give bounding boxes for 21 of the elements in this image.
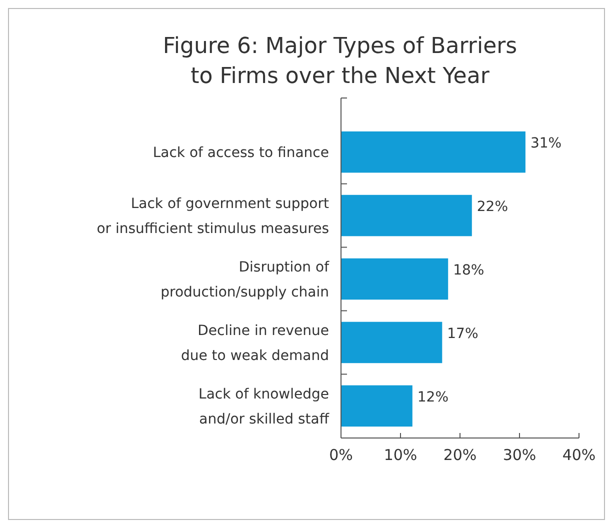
bar	[341, 131, 526, 173]
bar	[341, 194, 472, 236]
data-label: 18%	[453, 262, 484, 278]
bar	[341, 258, 448, 300]
bar	[341, 322, 442, 364]
y-tick-label: Decline in revenue due to weak demand	[180, 322, 329, 364]
x-tick-label: 30%	[502, 446, 536, 464]
x-tick-label: 10%	[384, 446, 418, 464]
y-tick-label: Lack of access to finance	[152, 145, 329, 162]
x-tick-label: 40%	[562, 446, 596, 464]
y-tick-label: Disruption of production/supply chain	[160, 260, 330, 300]
chart-title: Figure 6: Major Types of Barriers to Firms over the Next Year	[162, 34, 518, 89]
x-tick-label: 20%	[443, 446, 477, 464]
x-tick-label: 0%	[329, 446, 353, 464]
bar	[341, 385, 412, 427]
data-label: 12%	[417, 389, 449, 406]
data-label: 22%	[476, 198, 508, 215]
data-label: 17%	[447, 326, 478, 342]
y-tick-label: Lack of government support or insufficient stimulus measures	[96, 196, 330, 238]
y-tick-label: Lack of knowledge and/or skilled staff	[198, 386, 330, 428]
data-label: 31%	[530, 135, 562, 152]
